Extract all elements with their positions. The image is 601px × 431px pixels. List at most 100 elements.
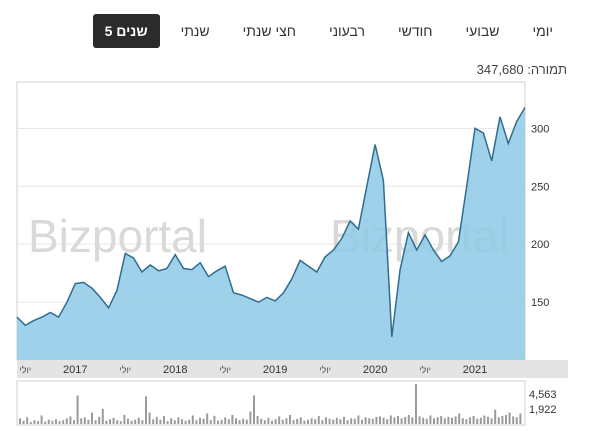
volume-bar xyxy=(235,418,237,424)
x-tick-label: 2017 xyxy=(63,364,87,376)
volume-bar xyxy=(116,420,119,424)
volume-label-max: 4,563 xyxy=(529,389,557,401)
x-axis: יולי 2017 יולי 2018 יולי 2019 יולי 2020 יולי 2021 xyxy=(19,364,487,376)
volume-bar xyxy=(217,420,219,424)
volume-bar xyxy=(433,418,435,424)
volume-bar xyxy=(224,417,227,424)
volume-bar xyxy=(411,417,414,424)
price-readout: תמורה: 347,680 xyxy=(477,62,567,77)
tab-quarterly[interactable]: רבעוני xyxy=(328,23,365,39)
volume-bar xyxy=(127,418,129,424)
volume-bar xyxy=(141,420,144,424)
volume-bar xyxy=(170,418,173,424)
volume-bar xyxy=(404,416,407,424)
volume-bar xyxy=(145,396,147,424)
volume-bar xyxy=(109,419,111,424)
y-tick-label: 250 xyxy=(531,181,549,193)
volume-bar xyxy=(415,384,417,424)
volume-bar xyxy=(271,420,273,424)
volume-bar xyxy=(458,413,461,424)
volume-bar xyxy=(281,419,284,424)
volume-bar xyxy=(44,421,47,424)
volume-bar xyxy=(317,415,320,424)
volume-bar xyxy=(487,416,489,424)
volume-bar xyxy=(440,415,443,424)
volume-bar xyxy=(119,421,122,424)
volume-bar xyxy=(476,418,479,424)
tab-fiveyears[interactable]: 5 שנים xyxy=(92,14,160,48)
volume-bar xyxy=(278,416,281,424)
x-axis-band xyxy=(17,360,568,378)
volume-bar xyxy=(335,417,338,424)
y-tick-label: 300 xyxy=(531,123,549,135)
x-tick-label: יולי xyxy=(119,365,131,375)
volume-bar xyxy=(350,418,353,424)
volume-bar xyxy=(429,415,432,424)
volume-bar xyxy=(91,412,93,424)
volume-bar xyxy=(397,415,399,424)
x-tick-label: יולי xyxy=(319,365,331,375)
volume-bar xyxy=(148,412,151,424)
volume-bar xyxy=(29,422,32,424)
volume-bar xyxy=(80,418,83,424)
volume-bar xyxy=(508,412,511,424)
volume-bar xyxy=(242,418,245,424)
volume-bar xyxy=(321,420,324,424)
volume-bar xyxy=(443,418,446,424)
volume-bar xyxy=(37,421,39,424)
volume-bar xyxy=(173,420,176,424)
x-tick-label: יולי xyxy=(19,365,31,375)
volume-bar xyxy=(206,413,209,424)
volume-bar xyxy=(461,418,464,424)
volume-bar xyxy=(73,420,75,424)
volume-bar xyxy=(512,416,515,424)
volume-bar xyxy=(389,415,392,424)
tab-weekly[interactable]: שבועי xyxy=(465,23,500,39)
tab-halfyear[interactable]: חצי שנתי xyxy=(242,23,296,39)
volume-bar xyxy=(436,417,439,424)
volume-bar xyxy=(227,419,230,424)
volume-bar xyxy=(328,418,331,424)
volume-label-mid: 1,922 xyxy=(529,404,557,416)
volume-bar xyxy=(289,414,291,424)
watermark-left: Bizportal xyxy=(28,210,207,262)
volume-bar xyxy=(163,415,165,424)
volume-bar xyxy=(152,419,155,424)
volume-bar xyxy=(343,416,345,424)
volume-bar xyxy=(361,419,363,424)
volume-bar xyxy=(69,416,72,424)
x-tick-label: יולי xyxy=(419,365,431,375)
volume-bar xyxy=(256,415,259,424)
volume-bar xyxy=(159,419,162,424)
volume-bars xyxy=(19,384,522,424)
volume-bar xyxy=(202,418,205,424)
tab-yearly[interactable]: שנתי xyxy=(180,23,210,39)
price-area xyxy=(16,107,526,360)
volume-bar xyxy=(58,421,61,424)
volume-bar xyxy=(267,417,270,424)
volume-bar xyxy=(188,419,191,424)
volume-bar xyxy=(231,414,234,424)
volume-bar xyxy=(386,419,389,424)
volume-bar xyxy=(515,417,518,424)
volume-bar xyxy=(339,419,342,424)
volume-bar xyxy=(382,417,385,424)
volume-bar xyxy=(314,419,317,424)
y-tick-label: 200 xyxy=(531,239,549,251)
y-tick-label: 150 xyxy=(531,297,549,309)
volume-bar xyxy=(494,409,497,424)
price-value: 347,680 xyxy=(476,62,524,77)
volume-bar xyxy=(263,420,266,424)
price-line xyxy=(16,107,526,337)
volume-bar xyxy=(368,418,371,424)
volume-bar xyxy=(87,419,90,424)
volume-bar xyxy=(76,395,79,424)
volume-bar xyxy=(393,417,396,424)
volume-bar xyxy=(310,418,313,424)
volume-bar xyxy=(422,417,425,424)
volume-bar xyxy=(465,419,468,424)
volume-bar xyxy=(105,420,108,424)
tab-daily[interactable]: יומי xyxy=(532,23,553,39)
tab-monthly[interactable]: חודשי xyxy=(397,23,433,39)
